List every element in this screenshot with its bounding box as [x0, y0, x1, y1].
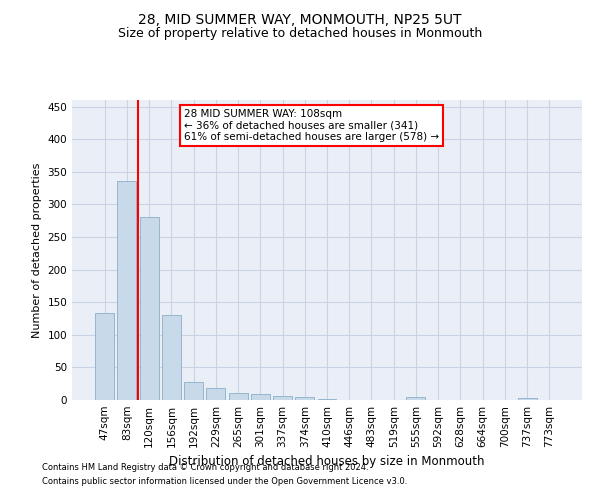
- Y-axis label: Number of detached properties: Number of detached properties: [32, 162, 42, 338]
- Text: Contains HM Land Registry data © Crown copyright and database right 2024.: Contains HM Land Registry data © Crown c…: [42, 464, 368, 472]
- Text: 28, MID SUMMER WAY, MONMOUTH, NP25 5UT: 28, MID SUMMER WAY, MONMOUTH, NP25 5UT: [138, 12, 462, 26]
- Bar: [184, 382, 203, 400]
- Bar: [251, 394, 270, 400]
- Bar: [229, 393, 248, 400]
- Bar: [406, 398, 425, 400]
- Text: Size of property relative to detached houses in Monmouth: Size of property relative to detached ho…: [118, 28, 482, 40]
- Text: 28 MID SUMMER WAY: 108sqm
← 36% of detached houses are smaller (341)
61% of semi: 28 MID SUMMER WAY: 108sqm ← 36% of detac…: [184, 109, 439, 142]
- Bar: [518, 398, 536, 400]
- Bar: [273, 396, 292, 400]
- Text: Contains public sector information licensed under the Open Government Licence v3: Contains public sector information licen…: [42, 477, 407, 486]
- Bar: [140, 216, 158, 400]
- Bar: [295, 398, 314, 400]
- Bar: [206, 388, 225, 400]
- Bar: [162, 314, 181, 400]
- Bar: [118, 181, 136, 400]
- Bar: [95, 314, 114, 400]
- X-axis label: Distribution of detached houses by size in Monmouth: Distribution of detached houses by size …: [169, 456, 485, 468]
